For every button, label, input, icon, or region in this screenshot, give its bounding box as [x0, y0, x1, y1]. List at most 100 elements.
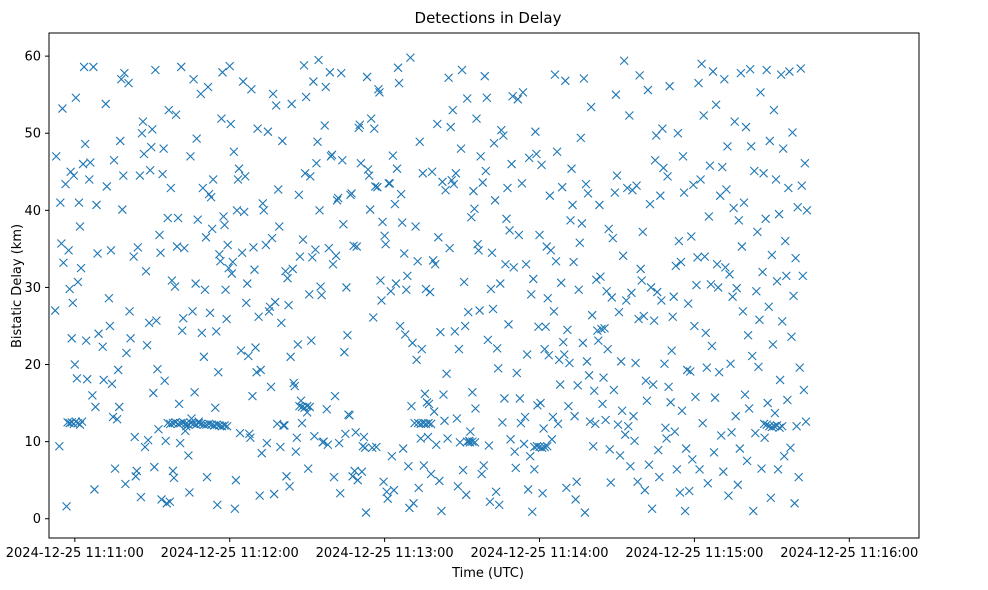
data-point-marker [137, 128, 147, 138]
data-point-marker [684, 486, 694, 496]
data-point-marker [796, 64, 806, 73]
data-point-marker [783, 183, 793, 193]
data-point-marker [605, 444, 615, 454]
data-point-marker [225, 61, 235, 71]
data-point-marker [283, 273, 292, 283]
data-point-marker [743, 330, 753, 340]
data-point-marker [494, 500, 504, 510]
data-point-marker [770, 408, 780, 418]
data-point-marker [459, 277, 469, 287]
data-point-marker [292, 433, 302, 443]
data-point-marker [541, 322, 551, 332]
data-point-marker [208, 175, 218, 184]
data-point-marker [340, 429, 350, 439]
data-point-marker [140, 442, 150, 452]
x-axis-ticks: 2024-12-25 11:11:00 2024-12-25 11:12:00 20… [6, 538, 918, 561]
data-point-marker [126, 333, 135, 343]
data-point-marker [455, 438, 465, 447]
data-point-marker [334, 438, 344, 448]
data-point-marker [370, 182, 380, 191]
data-point-marker [635, 71, 645, 80]
data-point-marker [165, 497, 175, 507]
data-point-marker [737, 242, 747, 251]
data-point-marker [324, 243, 334, 253]
data-point-marker [154, 424, 163, 434]
data-point-marker [220, 421, 229, 430]
data-point-marker [119, 68, 129, 78]
data-point-marker [714, 367, 724, 377]
data-point-marker [775, 423, 784, 433]
data-point-marker [333, 193, 343, 203]
data-point-marker [538, 488, 547, 498]
data-point-marker [426, 469, 436, 479]
data-point-marker [368, 313, 378, 322]
data-point-marker [668, 312, 678, 322]
data-point-marker [566, 215, 575, 225]
data-point-marker [762, 65, 772, 75]
data-point-marker [678, 151, 688, 161]
data-point-marker [656, 296, 666, 305]
data-point-marker [711, 100, 721, 110]
data-point-marker [73, 277, 83, 287]
data-point-marker [768, 340, 778, 349]
data-point-marker [257, 448, 267, 458]
data-point-marker [91, 402, 100, 412]
data-point-marker [113, 365, 123, 375]
data-point-marker [188, 306, 197, 316]
data-point-marker [607, 293, 617, 302]
data-point-marker [514, 230, 524, 240]
data-point-marker [222, 314, 232, 324]
data-point-marker [359, 432, 369, 442]
data-point-marker [281, 266, 290, 276]
data-point-marker [267, 233, 277, 243]
data-point-marker [271, 101, 281, 110]
data-point-marker [104, 293, 114, 303]
data-point-marker [658, 124, 667, 133]
data-point-marker [439, 390, 448, 399]
data-point-marker [184, 451, 193, 460]
data-point-marker [694, 78, 703, 88]
data-point-marker [305, 172, 315, 181]
data-point-marker [729, 203, 739, 213]
data-point-marker [673, 128, 683, 138]
data-point-marker [205, 308, 215, 318]
data-point-marker [231, 475, 241, 485]
data-point-marker [68, 298, 78, 308]
data-point-marker [585, 417, 595, 426]
data-point-marker [641, 376, 651, 386]
data-point-marker [596, 272, 605, 282]
data-point-marker [579, 74, 589, 83]
x-tick-label: 2024-12-25 11:12:00 [161, 546, 299, 561]
data-point-marker [421, 284, 431, 294]
data-point-marker [517, 178, 527, 188]
data-point-marker [99, 375, 109, 385]
data-point-marker [364, 171, 374, 181]
data-point-marker [454, 344, 464, 354]
data-point-marker [403, 461, 413, 471]
data-point-marker [194, 418, 204, 428]
data-point-marker [417, 344, 427, 354]
data-point-marker [562, 325, 572, 335]
data-point-marker [110, 464, 120, 473]
data-point-marker [772, 276, 782, 286]
data-point-marker [504, 320, 513, 329]
data-point-marker [176, 62, 186, 72]
data-point-marker [152, 316, 161, 325]
data-point-marker [282, 471, 291, 481]
data-point-marker [213, 367, 223, 377]
data-point-marker [481, 166, 491, 176]
data-point-marker [245, 433, 255, 443]
data-point-marker [698, 418, 708, 428]
data-point-marker [601, 415, 610, 425]
data-point-marker [249, 242, 258, 252]
data-point-marker [781, 271, 791, 281]
data-point-marker [748, 506, 758, 516]
data-point-marker [448, 105, 458, 115]
data-point-marker [145, 165, 155, 175]
data-point-marker [144, 318, 154, 328]
data-point-marker [466, 212, 476, 222]
data-point-marker [118, 171, 128, 181]
data-point-marker [200, 285, 210, 295]
data-point-marker [451, 168, 461, 178]
